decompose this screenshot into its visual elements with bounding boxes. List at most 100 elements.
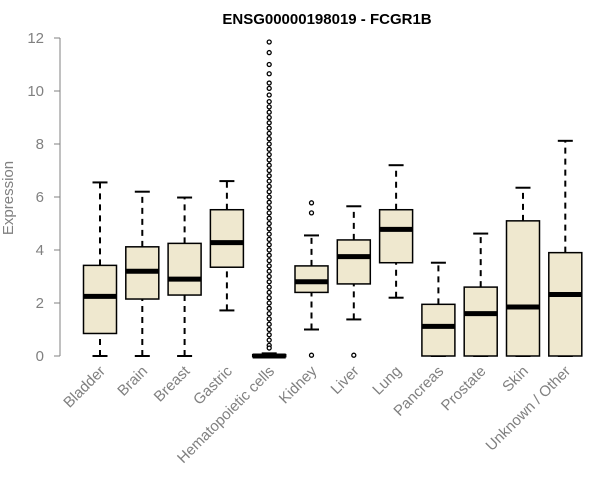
outlier-point xyxy=(266,236,272,243)
outlier-point xyxy=(308,210,315,216)
outlier-point xyxy=(266,173,272,179)
outlier-point xyxy=(266,125,272,131)
category-label: Kidney xyxy=(276,362,321,407)
outlier-point xyxy=(266,178,272,184)
outlier-point xyxy=(266,49,272,56)
category-label: Liver xyxy=(328,363,363,398)
outlier-point xyxy=(266,141,272,147)
category-label: Brain xyxy=(114,363,151,400)
outlier-point xyxy=(266,189,272,195)
box-group xyxy=(167,196,202,357)
iqr-box xyxy=(421,303,456,357)
iqr-box xyxy=(505,220,541,357)
outlier-point xyxy=(266,263,272,269)
boxes-layer xyxy=(82,39,583,359)
outlier-point xyxy=(266,199,272,205)
outlier-point xyxy=(266,220,272,227)
outlier-point xyxy=(266,104,272,110)
outlier-point xyxy=(266,231,272,237)
box-group xyxy=(336,205,372,358)
outlier-point xyxy=(266,316,272,322)
y-tick-label: 0 xyxy=(36,348,44,365)
outlier-point xyxy=(266,332,272,338)
category-label: Skin xyxy=(499,363,532,396)
y-tick-label: 12 xyxy=(27,30,44,47)
iqr-box xyxy=(82,264,118,335)
outlier-point xyxy=(266,273,272,280)
box-group xyxy=(421,261,456,357)
y-tick-label: 8 xyxy=(36,136,44,153)
box-group xyxy=(294,200,329,358)
y-axis: 0 2 4 6 8 10 12 xyxy=(27,30,61,365)
outlier-point xyxy=(266,257,272,264)
box-group xyxy=(463,232,498,357)
outlier-point xyxy=(266,120,272,126)
box-group xyxy=(378,164,414,299)
y-tick-label: 10 xyxy=(27,83,44,100)
y-tick-label: 6 xyxy=(36,189,44,206)
outlier-point xyxy=(266,114,272,121)
box-group xyxy=(82,181,118,357)
outlier-point xyxy=(266,215,272,221)
outlier-point xyxy=(266,130,272,137)
category-label: Lung xyxy=(369,363,405,399)
outlier-point xyxy=(266,61,272,68)
iqr-box xyxy=(167,242,202,296)
outlier-point xyxy=(266,157,272,163)
outlier-point xyxy=(266,226,272,232)
outlier-point xyxy=(266,268,272,274)
outlier-point xyxy=(266,98,272,105)
outlier-point xyxy=(266,162,272,168)
outlier-point xyxy=(266,204,272,211)
outlier-point xyxy=(266,80,272,86)
iqr-box xyxy=(463,286,498,357)
box-group xyxy=(251,39,287,359)
outlier-point xyxy=(351,352,357,358)
iqr-box xyxy=(209,208,245,268)
outlier-point xyxy=(266,183,272,190)
outlier-point xyxy=(266,279,272,285)
outlier-point xyxy=(266,136,272,142)
outlier-point xyxy=(266,300,272,306)
outlier-point xyxy=(266,146,272,152)
outlier-point xyxy=(266,167,272,174)
outlier-point xyxy=(266,310,272,317)
box-group xyxy=(548,139,583,357)
outlier-point xyxy=(266,284,272,290)
iqr-box xyxy=(294,265,329,294)
outlier-point xyxy=(266,295,272,301)
outlier-point xyxy=(266,252,272,258)
outlier-point xyxy=(266,345,272,351)
box-group xyxy=(125,190,160,357)
box-group xyxy=(505,186,541,357)
category-label: Breast xyxy=(151,362,194,405)
outlier-point xyxy=(266,85,272,91)
outlier-point xyxy=(266,242,272,248)
outlier-point xyxy=(266,305,272,311)
category-label: Prostate xyxy=(438,363,490,415)
outlier-point xyxy=(308,352,315,358)
outlier-point xyxy=(266,321,272,327)
outlier-point xyxy=(308,200,315,206)
outlier-point xyxy=(266,39,272,45)
outlier-point xyxy=(266,326,272,333)
y-tick-label: 4 xyxy=(36,242,44,259)
outlier-point xyxy=(266,337,272,343)
y-tick-label: 2 xyxy=(36,295,44,312)
iqr-box xyxy=(548,251,583,357)
outlier-point xyxy=(266,194,272,200)
category-label: Bladder xyxy=(60,363,109,412)
iqr-box xyxy=(378,208,414,264)
chart-title: ENSG00000198019 - FCGR1B xyxy=(222,11,431,28)
outlier-point xyxy=(266,151,272,158)
box-group xyxy=(209,180,245,312)
iqr-box xyxy=(336,239,372,285)
outlier-point xyxy=(266,289,272,296)
outlier-point xyxy=(266,247,272,253)
outlier-point xyxy=(266,71,272,77)
outlier-point xyxy=(266,210,272,216)
outlier-point xyxy=(266,92,272,98)
outlier-point xyxy=(266,109,272,115)
